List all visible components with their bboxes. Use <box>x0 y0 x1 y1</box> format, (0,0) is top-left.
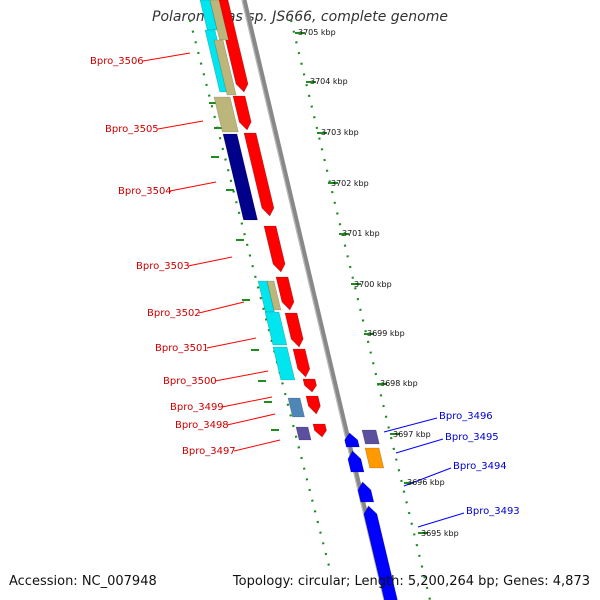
kbp-tick-label: 3700 kbp <box>354 280 392 289</box>
feature-block <box>364 447 385 469</box>
forward-gene-arrow <box>305 395 321 415</box>
outer-ruler-line <box>289 19 432 600</box>
kbp-tick-label: 3695 kbp <box>421 529 459 538</box>
feature-block <box>361 429 380 445</box>
forward-gene-arrow <box>275 276 295 311</box>
kbp-tick-label: 3704 kbp <box>310 77 348 86</box>
forward-gene-arrow <box>284 312 304 348</box>
label-leader-line <box>226 413 276 426</box>
label-leader-line <box>383 417 438 433</box>
label-leader-line <box>187 256 233 267</box>
feature-block <box>264 311 288 346</box>
gene-label-bpro-3496[interactable]: Bpro_3496 <box>439 411 493 422</box>
gene-label-bpro-3495[interactable]: Bpro_3495 <box>445 432 499 443</box>
label-leader-line <box>417 512 465 528</box>
kbp-tick-label: 3696 kbp <box>407 478 445 487</box>
gene-label-bpro-3493[interactable]: Bpro_3493 <box>466 506 520 517</box>
label-leader-line <box>206 337 257 349</box>
label-leader-line <box>403 467 452 487</box>
label-leader-line <box>142 52 191 62</box>
feature-block <box>272 346 296 381</box>
forward-gene-arrow <box>263 225 286 273</box>
forward-gene-arrow <box>302 378 317 393</box>
feature-block <box>295 426 312 441</box>
feature-block <box>209 0 229 41</box>
forward-gene-arrow <box>312 423 327 438</box>
gene-label-bpro-3497[interactable]: Bpro_3497 <box>182 446 236 457</box>
label-leader-line <box>233 439 281 452</box>
label-leader-line <box>395 438 444 454</box>
kbp-tick-label: 3703 kbp <box>321 128 359 137</box>
reverse-gene-arrow <box>347 450 365 473</box>
gene-label-bpro-3504[interactable]: Bpro_3504 <box>118 186 172 197</box>
gene-label-bpro-3500[interactable]: Bpro_3500 <box>163 376 217 387</box>
feature-block <box>213 39 237 96</box>
forward-gene-arrow <box>232 95 252 131</box>
label-leader-line <box>214 370 269 382</box>
gene-label-bpro-3502[interactable]: Bpro_3502 <box>147 308 201 319</box>
gene-label-bpro-3494[interactable]: Bpro_3494 <box>453 461 507 472</box>
gene-label-bpro-3498[interactable]: Bpro_3498 <box>175 420 229 431</box>
feature-block <box>266 280 282 311</box>
gene-label-bpro-3499[interactable]: Bpro_3499 <box>170 402 224 413</box>
label-leader-line <box>157 120 204 130</box>
feature-block <box>287 397 305 418</box>
label-leader-line <box>221 396 273 408</box>
kbp-tick-label: 3705 kbp <box>298 28 336 37</box>
gene-label-bpro-3503[interactable]: Bpro_3503 <box>136 261 190 272</box>
kbp-tick-label: 3699 kbp <box>367 329 405 338</box>
accession-text: Accession: NC_007948 <box>9 574 157 589</box>
kbp-tick-label: 3701 kbp <box>342 229 380 238</box>
kbp-tick-label: 3698 kbp <box>380 379 418 388</box>
reverse-gene-arrow <box>357 481 375 503</box>
label-leader-line <box>169 181 217 192</box>
genome-summary-text: Topology: circular; Length: 5,200,264 bp… <box>232 574 590 589</box>
gene-label-bpro-3501[interactable]: Bpro_3501 <box>155 343 209 354</box>
label-leader-line <box>198 301 245 314</box>
reverse-gene-arrow <box>344 432 360 448</box>
feature-block <box>213 96 239 133</box>
reverse-gene-arrow <box>363 505 398 600</box>
forward-gene-arrow <box>243 132 275 217</box>
gene-label-bpro-3505[interactable]: Bpro_3505 <box>105 124 159 135</box>
feature-block <box>222 133 258 221</box>
kbp-tick-label: 3697 kbp <box>393 430 431 439</box>
gene-label-bpro-3506[interactable]: Bpro_3506 <box>90 56 144 67</box>
forward-gene-arrow <box>292 348 311 378</box>
kbp-tick-label: 3702 kbp <box>331 179 369 188</box>
